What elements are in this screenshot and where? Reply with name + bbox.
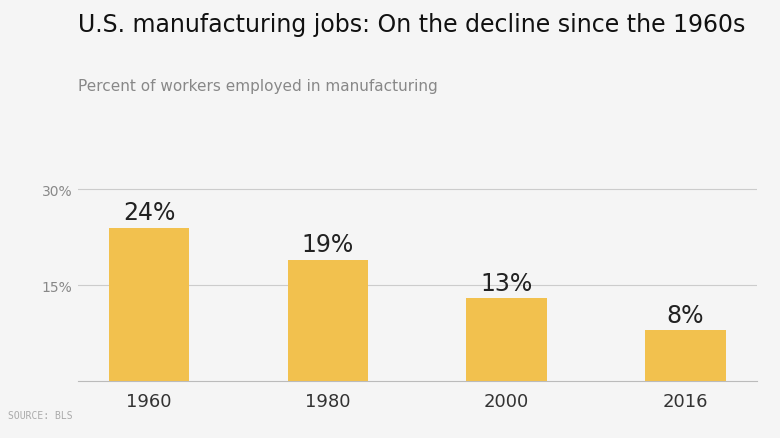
Bar	[466, 298, 547, 381]
Bar	[288, 260, 368, 381]
Text: 24%: 24%	[123, 201, 176, 225]
Text: Percent of workers employed in manufacturing: Percent of workers employed in manufactu…	[78, 79, 438, 94]
Bar	[109, 228, 190, 381]
Text: 19%: 19%	[302, 233, 354, 257]
Bar	[645, 330, 725, 381]
Text: 8%: 8%	[667, 303, 704, 327]
Text: U.S. manufacturing jobs: On the decline since the 1960s: U.S. manufacturing jobs: On the decline …	[78, 13, 746, 37]
Text: SOURCE: BLS: SOURCE: BLS	[8, 410, 73, 420]
Text: 13%: 13%	[480, 271, 533, 295]
